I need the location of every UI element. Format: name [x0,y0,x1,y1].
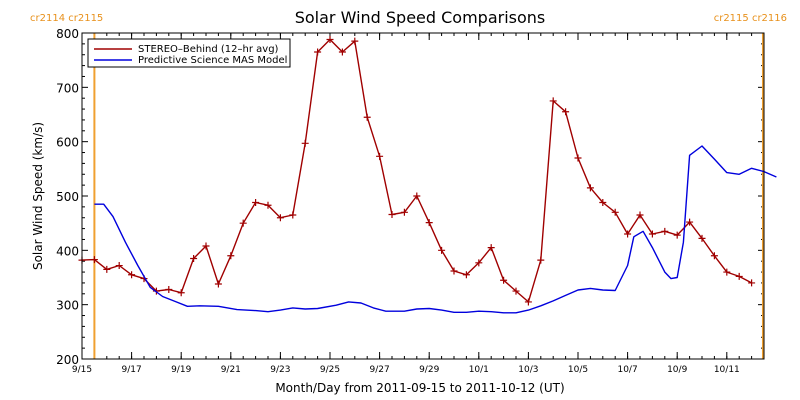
x-tick-label: 10/11 [714,365,740,375]
x-tick-label: 9/25 [320,365,340,375]
data-point-stereo [388,210,396,218]
data-point-stereo [599,199,607,207]
data-point-stereo [562,108,570,116]
data-point-stereo [438,246,446,254]
data-point-stereo [90,256,98,264]
data-point-stereo [574,154,582,162]
data-point-stereo [723,268,731,276]
y-tick-label: 800 [56,27,79,41]
x-tick-label: 9/21 [221,365,241,375]
data-point-stereo [338,48,346,56]
data-point-stereo [326,36,334,44]
data-point-stereo [735,272,743,280]
data-point-stereo [376,152,384,160]
x-tick-label: 9/23 [270,365,290,375]
data-point-stereo [586,184,594,192]
x-tick-label: 9/27 [369,365,389,375]
data-point-stereo [301,139,309,147]
y-tick-label: 500 [56,190,79,204]
data-point-stereo [289,211,297,219]
legend-box [87,38,291,68]
data-point-stereo [177,289,185,297]
data-point-stereo [648,230,656,238]
series-line-0 [81,38,752,303]
series-line-1 [94,145,777,314]
data-point-stereo [611,208,619,216]
data-point-stereo [351,37,359,45]
data-point-stereo [698,234,706,242]
data-point-stereo [115,262,123,270]
data-point-stereo [165,285,173,293]
rotation-label-left: cr2114 cr2115 [30,13,103,24]
data-point-stereo [475,259,483,267]
plot-frame [81,32,765,360]
legend-label-mas: Predictive Science MAS Model [138,55,287,66]
data-point-stereo [462,271,470,279]
axes: 200 300 400 500 600 700 800 9/15 9/17 9/19 9/21 9/2… [56,27,765,375]
data-point-stereo [314,48,322,56]
data-point-stereo [512,287,520,295]
y-tick-label: 600 [56,136,79,150]
data-point-stereo [710,252,718,260]
x-tick-label: 9/17 [121,365,141,375]
x-tick-label: 10/3 [518,365,538,375]
y-tick-label: 200 [56,353,79,367]
x-tick-label: 10/1 [469,365,489,375]
y-axis-label: Solar Wind Speed (km/s) [31,122,45,270]
data-point-stereo [363,113,371,121]
data-point-stereo [276,214,284,222]
data-point-stereo [661,227,669,235]
data-point-stereo [686,218,694,226]
data-point-stereo [128,271,136,279]
data-point-stereo [413,192,421,200]
chart-title: Solar Wind Speed Comparisons [295,8,546,27]
data-point-stereo [524,298,532,306]
data-point-stereo [450,267,458,275]
data-point-stereo [549,97,557,105]
data-point-stereo [252,199,260,207]
data-point-stereo [624,230,632,238]
data-point-stereo [103,265,111,273]
x-tick-label: 10/9 [667,365,687,375]
data-point-stereo [487,244,495,252]
data-point-stereo [239,219,247,227]
x-tick-label: 9/15 [72,365,92,375]
y-tick-label: 300 [56,299,79,313]
x-axis-label: Month/Day from 2011-09-15 to 2011-10-12 … [275,381,564,395]
data-point-stereo [673,231,681,239]
data-point-stereo [636,211,644,219]
x-tick-label: 9/19 [171,365,191,375]
legend: STEREO–Behind (12–hr avg) Predictive Sci… [87,38,291,68]
data-point-stereo [537,256,545,264]
data-point-stereo [264,201,272,209]
y-tick-label: 700 [56,81,79,95]
data-point-stereo [425,219,433,227]
data-point-stereo [400,208,408,216]
x-tick-label: 10/7 [617,365,637,375]
x-tick-label: 9/29 [419,365,439,375]
y-tick-label: 400 [56,244,79,258]
rotation-label-right: cr2115 cr2116 [714,13,787,24]
data-point-stereo [190,254,198,262]
x-tick-label: 10/5 [568,365,588,375]
data-point-stereo [500,276,508,284]
data-point-stereo [202,242,210,250]
data-point-stereo [748,279,756,287]
plot-marks [78,33,777,359]
data-point-stereo [214,280,222,288]
data-point-stereo [227,252,235,260]
legend-label-stereo: STEREO–Behind (12–hr avg) [138,44,279,55]
